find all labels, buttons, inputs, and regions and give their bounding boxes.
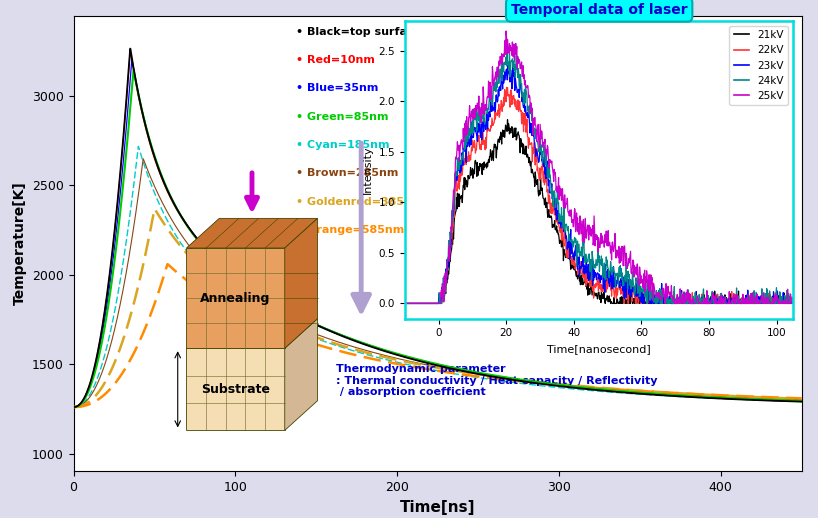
Polygon shape bbox=[187, 219, 317, 248]
Text: • Orange=585nm: • Orange=585nm bbox=[295, 225, 404, 235]
X-axis label: Time[ns]: Time[ns] bbox=[400, 500, 475, 515]
Text: • Black=top surface: • Black=top surface bbox=[295, 27, 420, 37]
Text: • Green=85nm: • Green=85nm bbox=[295, 112, 389, 122]
Polygon shape bbox=[285, 219, 317, 348]
Text: • Brown=285nm: • Brown=285nm bbox=[295, 168, 398, 178]
Y-axis label: Intensity: Intensity bbox=[363, 146, 373, 194]
Polygon shape bbox=[187, 319, 317, 348]
X-axis label: Time[nanosecond]: Time[nanosecond] bbox=[547, 344, 651, 354]
Polygon shape bbox=[285, 319, 317, 430]
Polygon shape bbox=[187, 348, 285, 430]
Text: Thermodynamic parameter
: Thermal conductivity / Heat capacity / Reflectivity
 /: Thermodynamic parameter : Thermal conduc… bbox=[335, 364, 657, 397]
Text: • Red=10nm: • Red=10nm bbox=[295, 55, 375, 65]
Text: Substrate: Substrate bbox=[201, 383, 270, 396]
Text: • Cyan=185nm: • Cyan=185nm bbox=[295, 140, 389, 150]
Text: • Blue=35nm: • Blue=35nm bbox=[295, 83, 378, 93]
Text: • Goldenrod=385nm: • Goldenrod=385nm bbox=[295, 196, 423, 207]
Polygon shape bbox=[187, 248, 285, 348]
Y-axis label: Temperature[K]: Temperature[K] bbox=[12, 182, 26, 305]
Legend: 21kV, 22kV, 23kV, 24kV, 25kV: 21kV, 22kV, 23kV, 24kV, 25kV bbox=[730, 26, 789, 105]
Text: Annealing: Annealing bbox=[200, 292, 271, 305]
Title: Temporal data of laser: Temporal data of laser bbox=[511, 3, 687, 17]
